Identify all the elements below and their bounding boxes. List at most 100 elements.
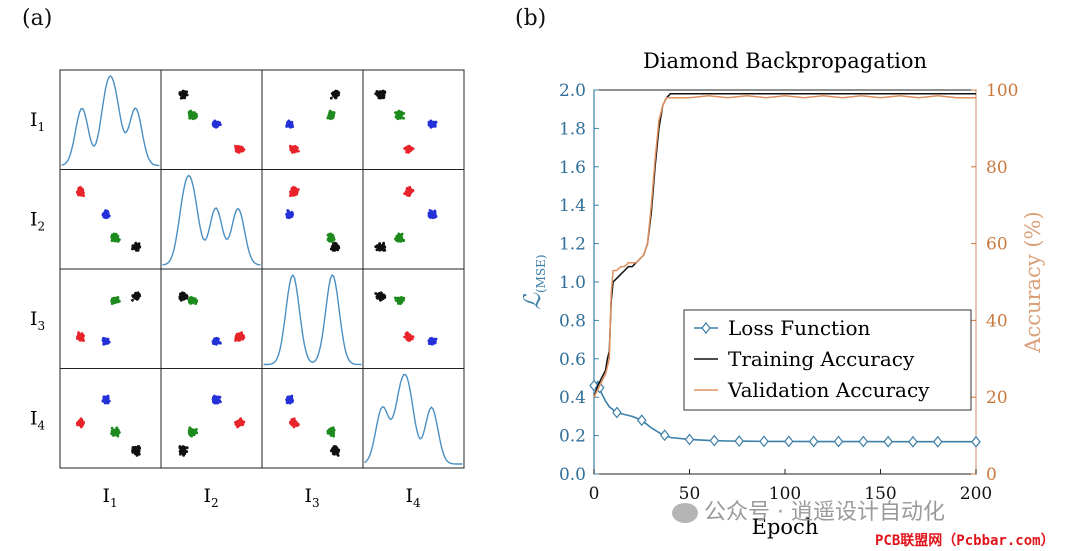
scatter-point xyxy=(242,148,246,151)
panel-a-label: (a) xyxy=(22,6,53,31)
scatter-point xyxy=(379,96,382,100)
panel-b-label: (b) xyxy=(515,6,547,31)
kde-curve xyxy=(162,174,261,266)
scatter-point xyxy=(334,90,337,94)
scatter-point xyxy=(336,454,340,457)
scatter-point xyxy=(188,426,192,430)
scatter-point xyxy=(396,298,400,302)
scatter-point xyxy=(106,397,110,400)
scatter-point xyxy=(191,300,194,304)
scatter-point xyxy=(110,234,114,237)
loss-marker xyxy=(808,435,819,448)
scatter-point xyxy=(332,242,335,246)
scatter-point xyxy=(334,449,337,452)
row-label-sub: 4 xyxy=(38,418,46,432)
scatter-point xyxy=(333,248,337,252)
scatter-point xyxy=(337,246,341,250)
scatter-point xyxy=(379,294,383,298)
scatter-point xyxy=(131,298,134,302)
scatter-point xyxy=(407,149,410,153)
scatter-point xyxy=(407,334,410,338)
y-right-tick-label: 80 xyxy=(986,158,1008,178)
scatter-point xyxy=(376,244,380,248)
scatter-point xyxy=(181,294,185,298)
scatter-point xyxy=(236,149,240,153)
scatter-point xyxy=(106,341,110,344)
y-left-tick-label: 0.0 xyxy=(559,465,586,485)
scatter-point xyxy=(185,450,189,453)
scatter-point xyxy=(214,339,218,343)
scatter-point xyxy=(193,116,197,120)
scatter-point xyxy=(111,429,115,432)
scatter-point xyxy=(382,93,385,96)
scatter-point xyxy=(375,248,379,252)
scatter-point xyxy=(330,239,334,243)
x-tick-label: 100 xyxy=(769,484,801,504)
scatter-point xyxy=(432,211,435,215)
y-right-axis-label-group: Accuracy (%) xyxy=(1021,211,1045,353)
scatter-point xyxy=(286,211,290,215)
kde-curve xyxy=(263,273,362,366)
scatter-point xyxy=(137,294,141,298)
col-label: I1 xyxy=(103,485,118,510)
col-label: I2 xyxy=(204,485,219,510)
y-right-tick-label: 0 xyxy=(986,465,997,485)
y-right-tick-label: 60 xyxy=(986,235,1008,255)
series-line-validation-accuracy xyxy=(593,95,976,398)
scatter-point xyxy=(428,209,432,212)
loss-marker xyxy=(659,429,670,442)
scatter-point xyxy=(432,120,435,124)
loss-marker xyxy=(684,433,695,446)
scatter-point xyxy=(110,426,114,430)
loss-marker xyxy=(734,435,744,448)
scatter-point xyxy=(183,451,186,455)
row-label-sub: 3 xyxy=(38,319,46,333)
scatter-point xyxy=(136,291,140,295)
scatter-point xyxy=(106,338,109,342)
scatter-point xyxy=(133,448,137,452)
row-label-sub: 1 xyxy=(38,120,46,134)
scatter-point xyxy=(103,399,107,403)
scatter-point xyxy=(402,116,405,120)
scatter-point xyxy=(131,247,134,251)
scatter-point xyxy=(103,213,107,217)
scatter-point xyxy=(242,336,246,339)
scatter-point xyxy=(216,120,220,124)
kde-curve xyxy=(364,373,463,465)
scatter-point xyxy=(408,185,412,189)
y-left-axis-label-group: ℒ(MSE) xyxy=(520,254,548,309)
y-left-tick-label: 1.2 xyxy=(559,235,586,255)
scatter-point xyxy=(190,432,193,435)
scatter-point xyxy=(402,296,406,300)
wechat-icon xyxy=(672,503,698,523)
scatter-point xyxy=(332,94,336,98)
loss-marker xyxy=(833,435,844,448)
scatter-point xyxy=(242,420,246,424)
scatter-point xyxy=(114,432,117,435)
loss-marker xyxy=(612,406,622,419)
loss-marker xyxy=(933,435,943,448)
row-label: I3 xyxy=(30,308,45,333)
pair-plot-chart: I1 I1 I2 I2 I3 I3 I4 I4 xyxy=(30,69,465,510)
scatter-point xyxy=(193,430,197,434)
col-label: I4 xyxy=(406,485,422,510)
legend-box xyxy=(683,309,972,411)
loss-marker xyxy=(908,435,918,448)
y-left-tick-label: 0.6 xyxy=(559,350,586,370)
scatter-point xyxy=(111,236,115,240)
chart-title: Diamond Backpropagation xyxy=(643,49,927,73)
scatter-point xyxy=(290,149,294,153)
scatter-point xyxy=(185,93,189,97)
scatter-point xyxy=(185,296,189,300)
scatter-point xyxy=(330,234,333,237)
scatter-point xyxy=(432,341,435,344)
scatter-point xyxy=(181,94,185,98)
x-tick-label: 0 xyxy=(589,484,600,504)
y-right-tick-label: 20 xyxy=(986,388,1008,408)
scatter-point xyxy=(429,119,433,123)
scatter-point xyxy=(286,120,290,124)
scatter-point xyxy=(178,446,182,450)
x-tick-label: 50 xyxy=(679,484,701,504)
loss-marker xyxy=(784,435,794,448)
row-label-sub: 2 xyxy=(38,219,46,233)
